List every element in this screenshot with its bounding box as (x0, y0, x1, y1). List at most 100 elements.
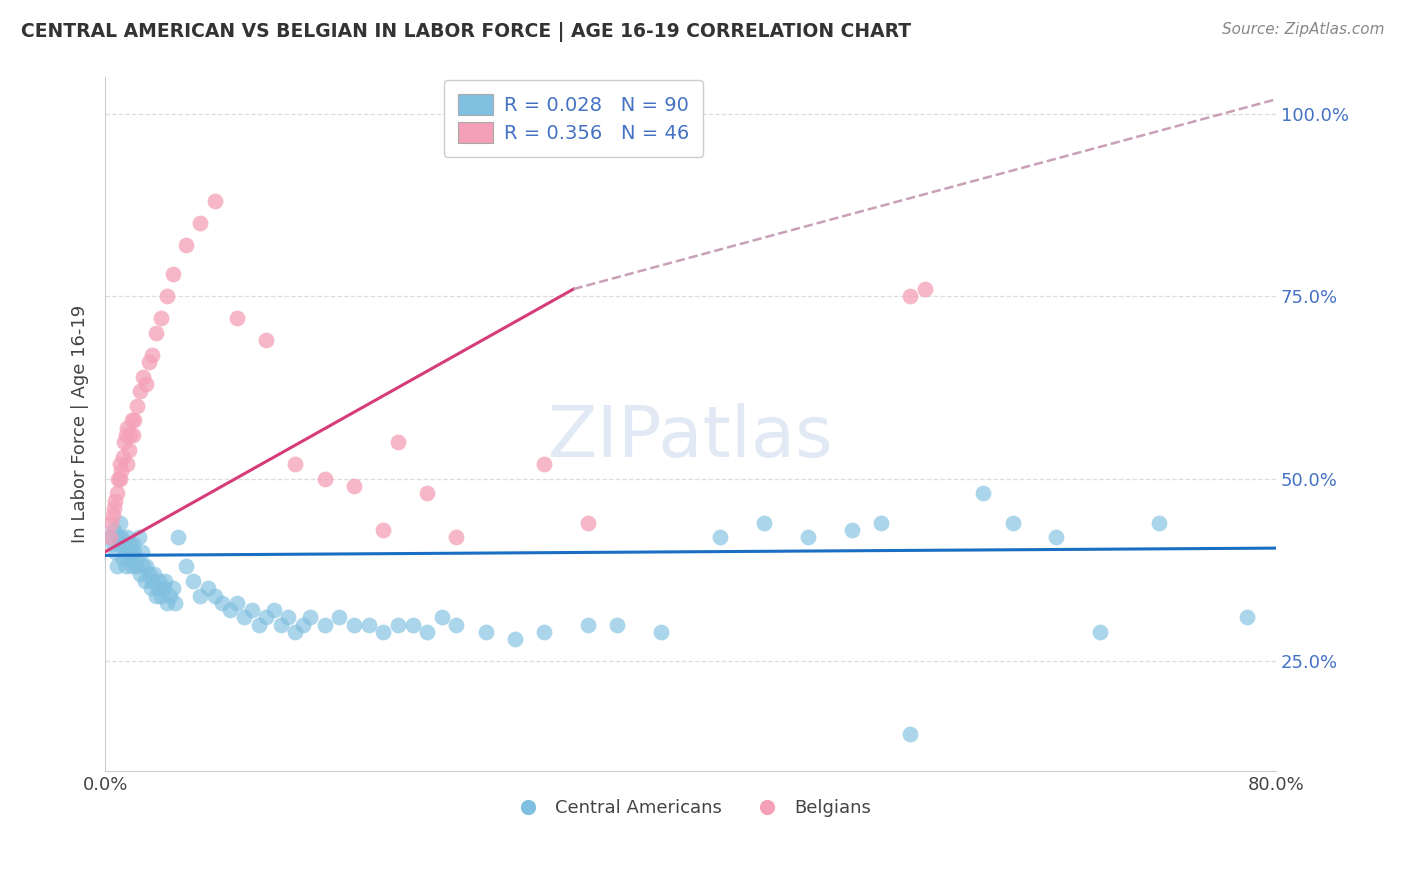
Point (104, 545, 127, 559)
Point (174, 559, 197, 574)
Point (533, 457, 555, 471)
Point (115, 545, 138, 559)
Point (121, 413, 143, 427)
Point (98, 530, 121, 544)
Point (898, 289, 921, 303)
Text: Source: ZipAtlas.com: Source: ZipAtlas.com (1222, 22, 1385, 37)
Point (141, 348, 163, 362)
Point (841, 523, 863, 537)
Point (104, 493, 127, 508)
Point (114, 559, 136, 574)
Point (254, 333, 277, 347)
Point (122, 537, 145, 551)
Point (204, 194, 226, 209)
Point (141, 574, 163, 588)
Text: CENTRAL AMERICAN VS BELGIAN IN LABOR FORCE | AGE 16-19 CORRELATION CHART: CENTRAL AMERICAN VS BELGIAN IN LABOR FOR… (21, 22, 911, 42)
Point (112, 537, 135, 551)
Point (165, 596, 187, 610)
Point (218, 603, 240, 617)
Point (1001, 516, 1024, 530)
Y-axis label: In Labor Force | Age 16-19: In Labor Force | Age 16-19 (72, 305, 89, 543)
Point (188, 589, 211, 603)
Point (139, 581, 162, 595)
Point (162, 581, 184, 595)
Point (211, 596, 233, 610)
Point (314, 617, 336, 632)
Point (446, 617, 468, 632)
Point (108, 516, 131, 530)
Point (503, 632, 526, 647)
Point (373, 625, 395, 640)
Point (115, 530, 138, 544)
Point (117, 537, 139, 551)
Point (1090, 625, 1112, 640)
Point (120, 545, 142, 559)
Point (226, 311, 249, 326)
Point (122, 428, 145, 442)
Point (124, 413, 146, 427)
Point (416, 486, 439, 500)
Point (898, 727, 921, 741)
Point (291, 617, 314, 632)
Point (132, 559, 155, 574)
Point (869, 516, 891, 530)
Point (240, 603, 263, 617)
Point (254, 610, 277, 624)
Point (474, 625, 496, 640)
Point (117, 552, 139, 566)
Point (387, 435, 409, 450)
Point (117, 442, 139, 457)
Point (107, 472, 129, 486)
Point (162, 268, 184, 282)
Point (226, 596, 249, 610)
Point (131, 545, 153, 559)
Legend: Central Americans, Belgians: Central Americans, Belgians (503, 791, 879, 824)
Point (124, 545, 146, 559)
Point (110, 530, 132, 544)
Point (233, 610, 256, 624)
Point (181, 574, 204, 588)
Point (98, 530, 121, 544)
Point (156, 289, 179, 303)
Point (284, 625, 307, 640)
Point (108, 457, 131, 471)
Point (357, 617, 380, 632)
Point (115, 457, 138, 471)
Point (796, 530, 818, 544)
Point (138, 566, 160, 581)
Point (145, 326, 167, 340)
Point (576, 617, 599, 632)
Point (156, 596, 179, 610)
Point (108, 472, 131, 486)
Point (103, 523, 125, 537)
Point (1045, 530, 1067, 544)
Point (972, 486, 994, 500)
Point (107, 530, 129, 544)
Point (343, 479, 366, 493)
Point (343, 617, 366, 632)
Point (100, 516, 122, 530)
Point (111, 450, 134, 464)
Point (127, 399, 149, 413)
Point (121, 559, 143, 574)
Point (134, 574, 156, 588)
Point (167, 530, 190, 544)
Point (110, 465, 132, 479)
Point (204, 589, 226, 603)
Point (142, 566, 165, 581)
Point (752, 516, 775, 530)
Text: ZIPatlas: ZIPatlas (548, 403, 834, 473)
Point (174, 238, 197, 252)
Point (430, 610, 453, 624)
Point (138, 355, 160, 369)
Point (1236, 610, 1258, 624)
Point (159, 589, 181, 603)
Point (1147, 516, 1170, 530)
Point (606, 617, 628, 632)
Point (120, 428, 142, 442)
Point (650, 625, 672, 640)
Point (103, 500, 125, 515)
Point (149, 311, 172, 326)
Point (188, 216, 211, 230)
Point (111, 552, 134, 566)
